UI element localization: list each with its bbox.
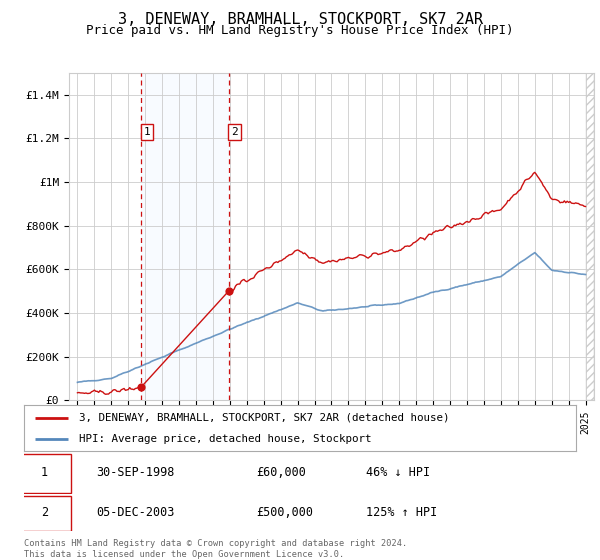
Text: 46% ↓ HPI: 46% ↓ HPI [366,466,430,479]
Text: 30-SEP-1998: 30-SEP-1998 [96,466,174,479]
FancyBboxPatch shape [19,454,71,493]
Point [136,383,146,392]
Bar [141,73,229,400]
Text: 2: 2 [231,127,238,137]
FancyBboxPatch shape [19,496,71,530]
Text: 05-DEC-2003: 05-DEC-2003 [96,506,174,519]
Text: £60,000: £60,000 [256,466,306,479]
Text: 2: 2 [41,506,48,519]
Text: HPI: Average price, detached house, Stockport: HPI: Average price, detached house, Stoc… [79,435,372,444]
Text: Contains HM Land Registry data © Crown copyright and database right 2024.
This d: Contains HM Land Registry data © Crown c… [24,539,407,559]
Text: 3, DENEWAY, BRAMHALL, STOCKPORT, SK7 2AR: 3, DENEWAY, BRAMHALL, STOCKPORT, SK7 2AR [118,12,482,27]
Text: 1: 1 [41,466,48,479]
Text: 125% ↑ HPI: 125% ↑ HPI [366,506,437,519]
Text: 1: 1 [143,127,150,137]
Text: £500,000: £500,000 [256,506,313,519]
Text: Price paid vs. HM Land Registry's House Price Index (HPI): Price paid vs. HM Land Registry's House … [86,24,514,37]
Point [224,287,233,296]
Text: 3, DENEWAY, BRAMHALL, STOCKPORT, SK7 2AR (detached house): 3, DENEWAY, BRAMHALL, STOCKPORT, SK7 2AR… [79,413,450,423]
